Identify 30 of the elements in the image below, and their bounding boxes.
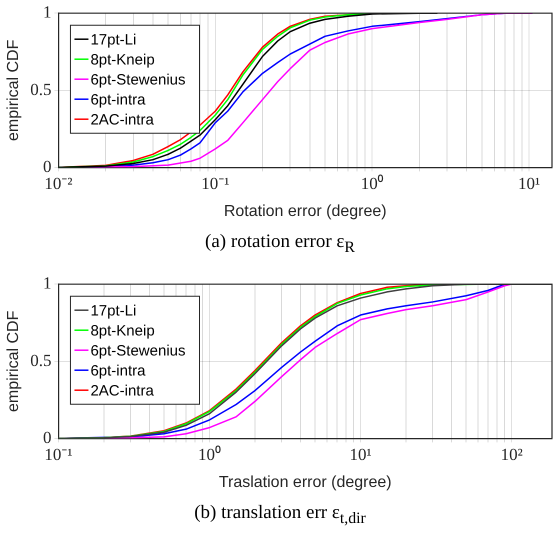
legend-label: 6pt-intra: [90, 91, 146, 108]
legend-label: 8pt-Kneip: [90, 51, 155, 68]
y-tick-label: 0: [42, 156, 52, 176]
x-tick-label: 10²: [500, 445, 523, 464]
legend-label: 6pt-intra: [90, 362, 146, 380]
legend-label: 17pt-Li: [90, 302, 136, 320]
legend-label: 2AC-intra: [90, 111, 154, 128]
x-axis-title: Rotation error (degree): [224, 202, 387, 220]
text: (a) rotation error ε$_{R}$: [204, 231, 356, 257]
x-tick-label: 10⁰: [198, 445, 222, 464]
legend-label: 6pt-Stewenius: [90, 71, 186, 88]
y-axis-title: empirical CDF: [5, 39, 22, 141]
y-tick-label: 1: [42, 2, 52, 22]
y-tick-label: 0.5: [30, 350, 52, 370]
y-tick-label: 0: [42, 428, 52, 447]
x-tick-label: 10⁰: [360, 174, 384, 194]
legend-label: 2AC-intra: [90, 382, 154, 400]
legend-label: 6pt-Stewenius: [90, 342, 186, 360]
y-tick-label: 1: [42, 274, 52, 293]
y-tick-label: 0.5: [30, 80, 52, 99]
x-tick-label: 10¹: [518, 174, 540, 194]
x-tick-label: 10⁻¹: [44, 445, 73, 464]
legend-label: 17pt-Li: [90, 31, 136, 48]
text: (b) translation err ε$_{t,dir}$: [193, 502, 367, 528]
y-axis-title: empirical CDF: [5, 310, 22, 412]
legend-label: 8pt-Kneip: [90, 322, 155, 340]
x-tick-label: 10⁻¹: [201, 174, 230, 194]
x-tick-label: 10¹: [350, 445, 372, 464]
x-tick-label: 10⁻²: [44, 174, 73, 194]
x-axis-title: Traslation error (degree): [218, 474, 392, 491]
